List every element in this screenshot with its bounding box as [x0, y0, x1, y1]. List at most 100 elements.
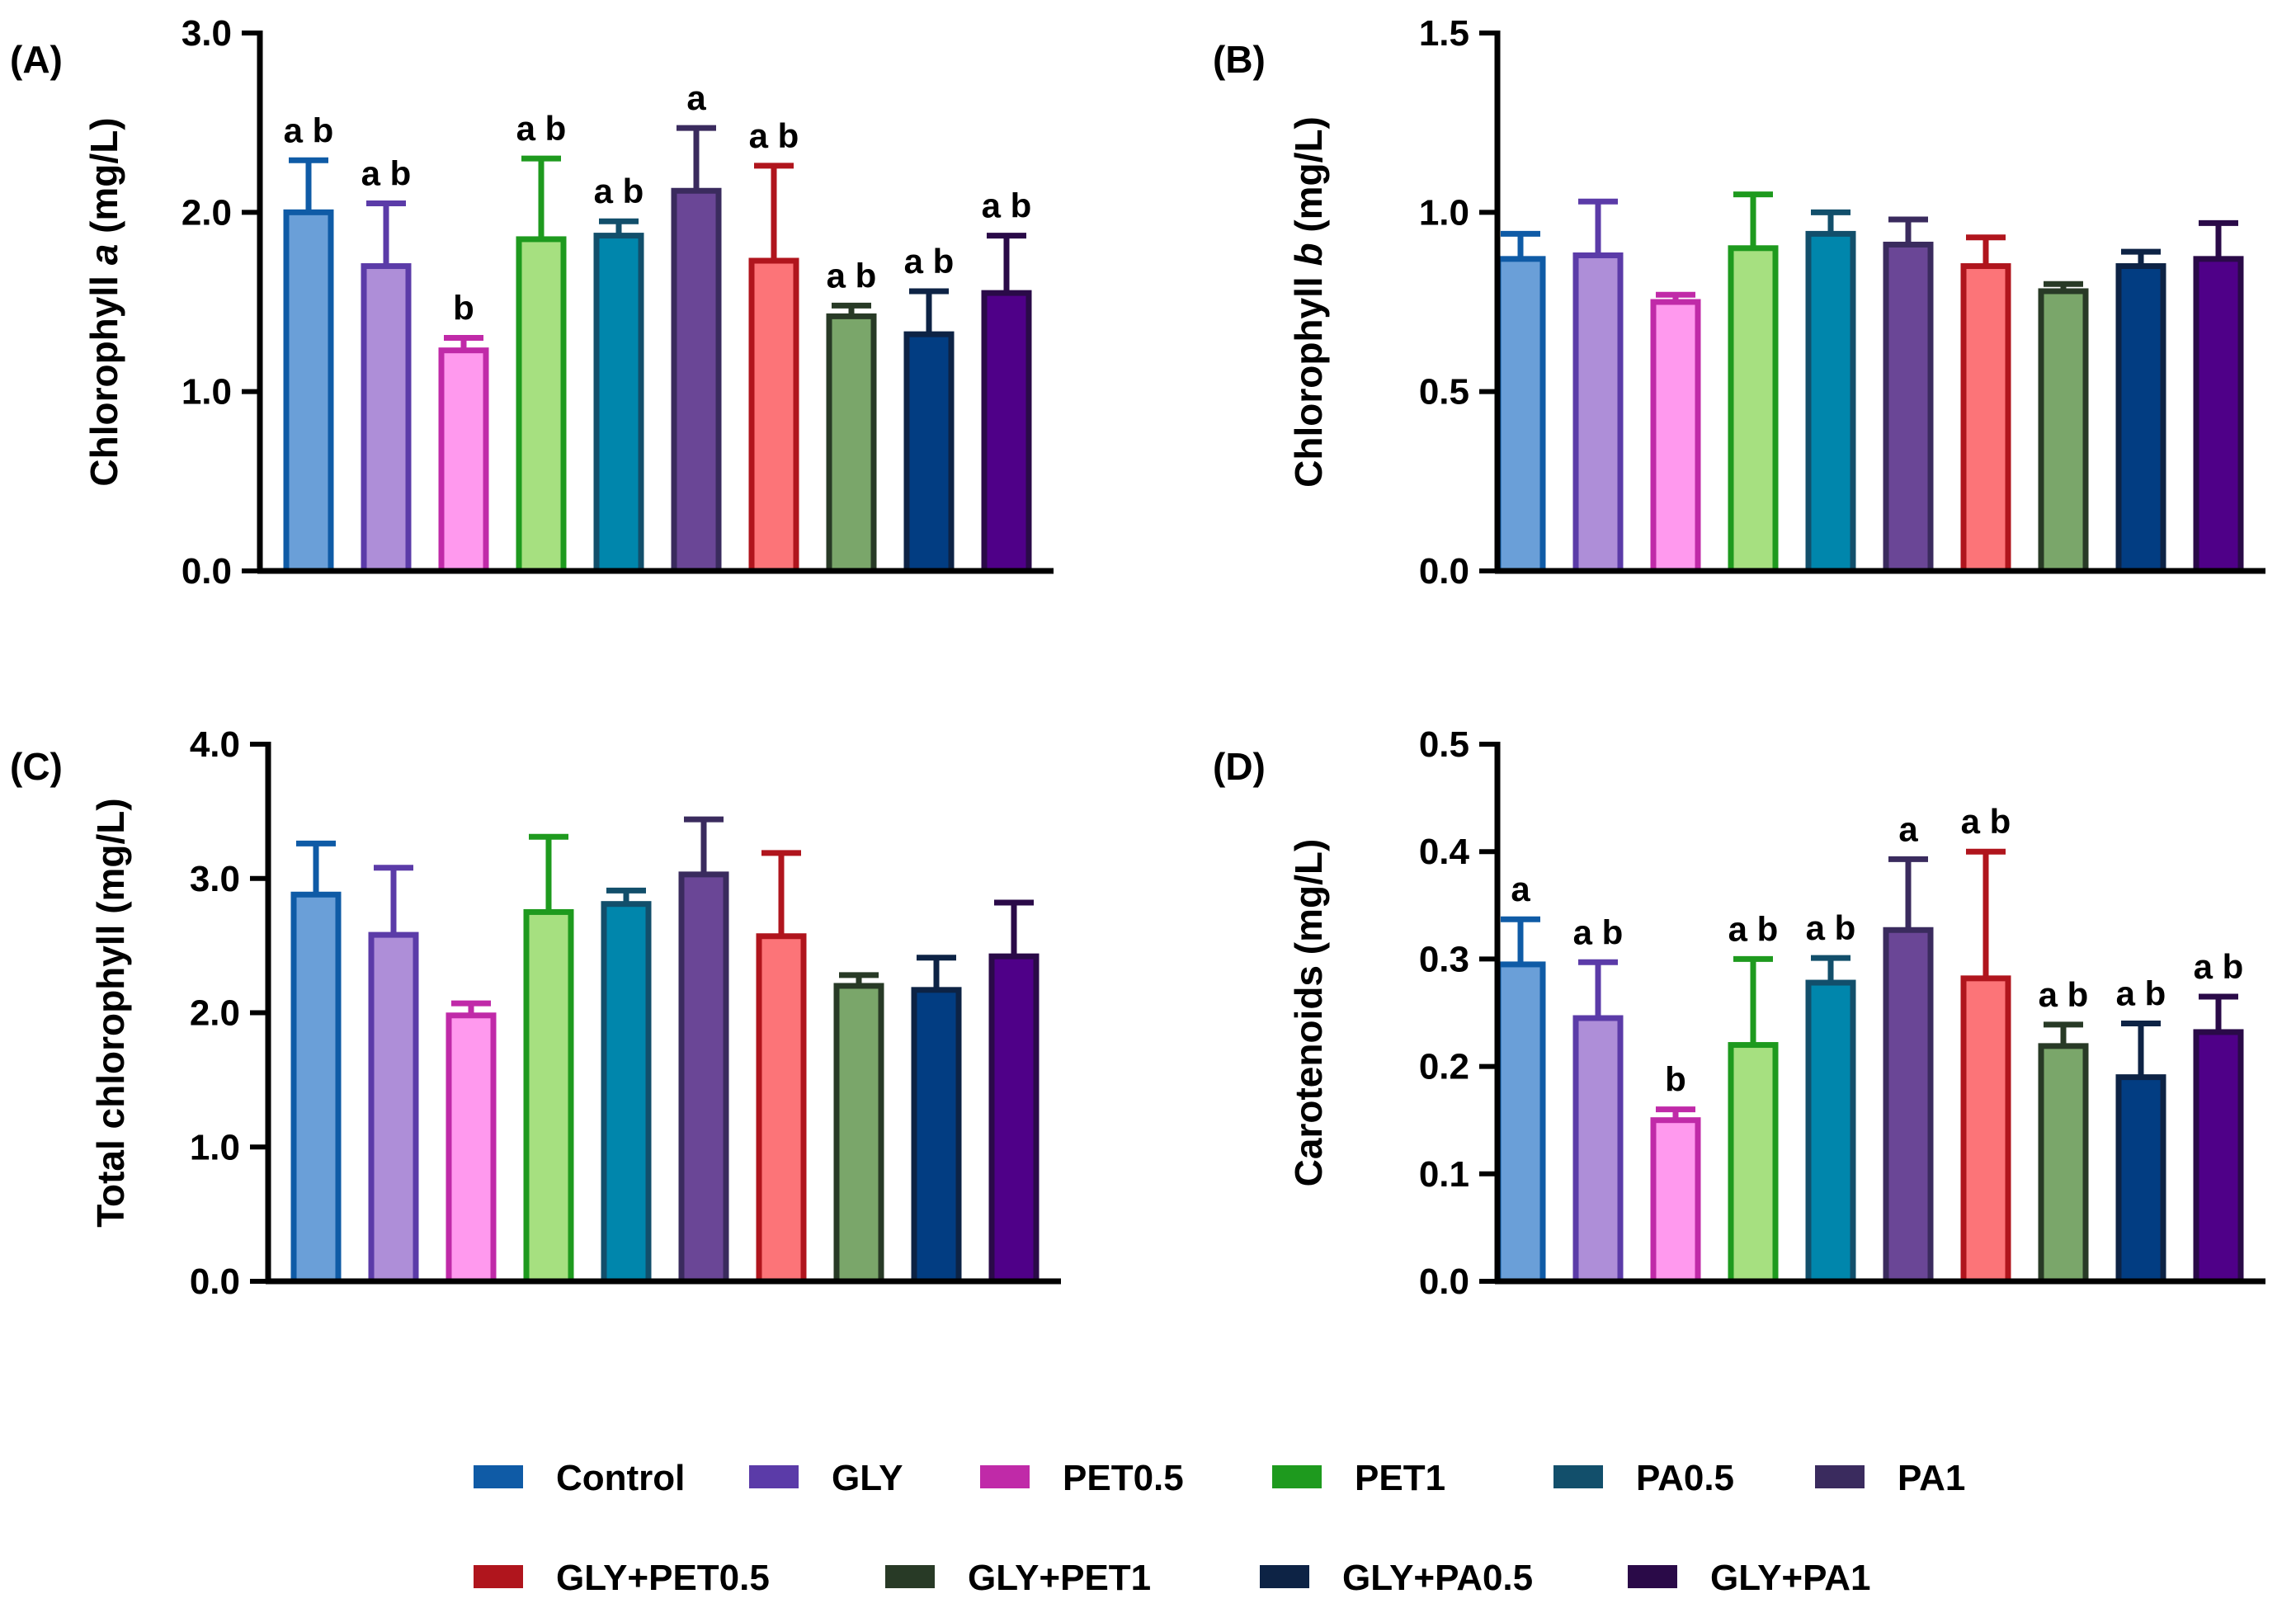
significance-label: a b: [904, 242, 955, 281]
legend-label: GLY+PET0.5: [556, 1558, 770, 1598]
legend-swatch: [980, 1465, 1030, 1488]
bar-PA1: [671, 187, 722, 574]
bar-Control: [1495, 256, 1546, 574]
bar-PET1: [1728, 1042, 1779, 1285]
y-tick-label: 0.0: [1419, 551, 1469, 592]
significance-label: a b: [284, 111, 334, 149]
legend-label: PA0.5: [1636, 1458, 1734, 1498]
y-tick-label: 0.2: [1419, 1047, 1469, 1087]
panel-label: (C): [10, 745, 63, 788]
significance-label: a b: [361, 153, 412, 192]
legend-item: GLY+PA0.5: [1260, 1558, 1533, 1598]
bar-GLY+PA0.5: [2115, 1074, 2166, 1285]
legend-item: PA1: [1815, 1458, 1965, 1498]
significance-label: a b: [1961, 802, 2011, 841]
significance-label: a b: [982, 186, 1032, 225]
legend-item: PET0.5: [980, 1458, 1184, 1498]
significance-label: a b: [2194, 947, 2244, 986]
bar-PA0.5: [1805, 979, 1856, 1285]
bar-GLY: [1572, 1015, 1624, 1285]
significance-label: a: [1898, 809, 1918, 848]
significance-label: a b: [516, 109, 567, 148]
legend-label: GLY+PA1: [1710, 1558, 1870, 1598]
bar-GLY+PET0.5: [1960, 263, 2011, 574]
significance-label: a b: [2039, 975, 2089, 1014]
panel-label: (B): [1213, 38, 1266, 81]
chart-panel-1: (A) a b a b b a b a b a a b a b a b a b 0.0 1.0 2.0 3.…: [10, 13, 1054, 592]
legend-swatch: [749, 1465, 799, 1488]
y-tick-label: 0.5: [1419, 724, 1469, 765]
panel-label: (D): [1213, 745, 1266, 788]
legend-label: PET0.5: [1063, 1458, 1184, 1498]
chart-panel-2: (B) 0.0 0.5 1.0 1.5 Chlorophyll b (mg/L): [1213, 13, 2265, 592]
bar-GLY: [361, 263, 412, 574]
bar-GLY+PET1: [2038, 1043, 2089, 1285]
y-tick-label: 1.0: [1419, 192, 1469, 233]
bar-GLY+PET0.5: [1960, 975, 2011, 1285]
significance-label: a: [686, 78, 706, 117]
bar-GLY: [1572, 252, 1624, 574]
significance-label: b: [1665, 1060, 1686, 1099]
panel-label: (A): [10, 38, 63, 81]
legend-item: GLY: [749, 1458, 903, 1498]
bar-GLY+PA1: [2193, 1029, 2244, 1285]
legend-item: GLY+PA1: [1628, 1558, 1870, 1598]
y-tick-label: 1.0: [190, 1127, 240, 1167]
bar-PA1: [678, 871, 729, 1285]
legend-swatch: [474, 1565, 523, 1588]
bar-GLY+PA1: [988, 953, 1040, 1285]
significance-label: a: [1511, 870, 1530, 908]
y-axis-title: Carotenoids (mg/L): [1287, 839, 1330, 1187]
bar-GLY+PET1: [826, 313, 877, 574]
legend-item: PA0.5: [1553, 1458, 1734, 1498]
legend-label: PET1: [1355, 1458, 1445, 1498]
legend-label: Control: [556, 1458, 685, 1498]
significance-label: b: [453, 288, 474, 327]
bar-PA0.5: [593, 233, 644, 574]
legend-swatch: [1260, 1565, 1309, 1588]
significance-label: a b: [827, 256, 877, 295]
bar-Control: [1495, 961, 1546, 1285]
bar-PET0.5: [1650, 1117, 1701, 1285]
y-tick-label: 0.0: [182, 551, 232, 592]
bar-GLY+PA0.5: [2115, 263, 2166, 574]
legend-swatch: [1815, 1465, 1865, 1488]
bar-GLY+PET1: [2038, 288, 2089, 574]
legend-swatch: [474, 1465, 523, 1488]
legend-item: PET1: [1272, 1458, 1445, 1498]
y-tick-label: 1.5: [1419, 13, 1469, 54]
y-tick-label: 4.0: [190, 724, 240, 765]
bar-PET0.5: [1650, 299, 1701, 574]
legend-item: Control: [474, 1458, 685, 1498]
y-axis-title: Chlorophyll a (mg/L): [83, 117, 125, 486]
legend-item: GLY+PET1: [885, 1558, 1151, 1598]
bar-PA0.5: [1805, 230, 1856, 574]
legend-swatch: [1272, 1465, 1322, 1488]
legend: Control GLY PET0.5 PET1 PA0.5 PA1 GLY+PET0.5 GL…: [474, 1458, 1965, 1598]
bar-PA1: [1883, 241, 1934, 574]
bar-GLY+PA0.5: [911, 987, 962, 1285]
significance-label: a b: [2116, 974, 2166, 1013]
legend-swatch: [885, 1565, 935, 1588]
bar-GLY+PA1: [981, 290, 1032, 574]
bar-GLY: [368, 931, 419, 1285]
bar-GLY+PET1: [833, 983, 884, 1285]
chart-panel-3: (C) 0.0 1.0 2.0 3.0 4.0 Total chlorophyll (mg/…: [10, 724, 1061, 1302]
y-axis-title: Chlorophyll b (mg/L): [1287, 116, 1330, 488]
significance-label: a b: [1806, 908, 1856, 947]
y-tick-label: 3.0: [182, 13, 232, 54]
legend-swatch: [1628, 1565, 1677, 1588]
chart-panels: (A) a b a b b a b a b a a b a b a b a b 0.0 1.0 2.0 3.…: [10, 13, 2265, 1302]
legend-label: GLY+PET1: [968, 1558, 1151, 1598]
significance-label: a b: [749, 116, 799, 155]
y-tick-label: 0.0: [190, 1261, 240, 1302]
significance-label: a b: [1573, 912, 1624, 951]
bar-GLY+PET0.5: [756, 933, 807, 1285]
bar-Control: [290, 891, 342, 1285]
y-tick-label: 2.0: [190, 993, 240, 1034]
legend-label: GLY+PA0.5: [1342, 1558, 1533, 1598]
chart-panel-4: (D) a a b b a b a b a a b a b a b a b 0.0 0.1 0.2 0.3 0…: [1213, 724, 2265, 1302]
y-tick-label: 0.4: [1419, 832, 1470, 872]
y-tick-label: 3.0: [190, 859, 240, 899]
